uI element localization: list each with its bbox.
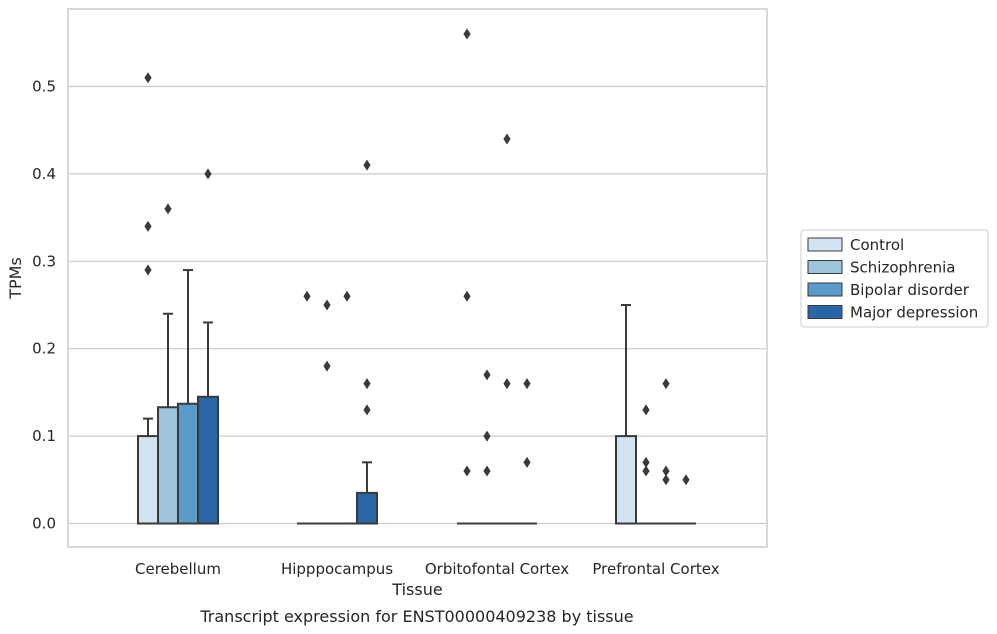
box-major-depression — [356, 461, 378, 525]
outlier-point — [682, 474, 690, 486]
plot-frame — [67, 8, 768, 548]
box-body — [615, 435, 637, 525]
box-body — [137, 435, 159, 525]
outlier-point — [662, 474, 670, 486]
outlier-point — [662, 378, 670, 390]
outlier-points — [144, 28, 690, 486]
legend-label: Major depression — [850, 304, 978, 322]
outlier-point — [463, 465, 471, 477]
box-body — [197, 395, 219, 525]
box-body — [177, 402, 199, 525]
box-bipolar-disorder — [177, 269, 199, 525]
chart-caption: Transcript expression for ENST0000040923… — [199, 607, 633, 626]
y-tick-label: 0.5 — [32, 78, 56, 96]
box-body — [356, 491, 378, 525]
outlier-point — [164, 203, 172, 215]
outlier-point — [303, 290, 311, 302]
box-schizophrenia — [157, 312, 179, 525]
outlier-point — [463, 290, 471, 302]
x-tick-label: Cerebellum — [135, 560, 221, 578]
x-tick-label: Hipppocampus — [281, 560, 393, 578]
x-tick-labels: Cerebellum Hipppocampus Orbitofontal Corte… — [135, 560, 720, 578]
outlier-point — [642, 456, 650, 468]
outlier-point — [483, 369, 491, 381]
legend-label: Schizophrenia — [850, 259, 955, 277]
outlier-point — [483, 430, 491, 442]
outlier-point — [662, 465, 670, 477]
box-control — [137, 417, 159, 525]
outlier-point — [503, 378, 511, 390]
x-tick-label: Prefrontal Cortex — [592, 560, 719, 578]
outlier-point — [144, 264, 152, 276]
legend-label: Control — [850, 236, 904, 254]
legend-swatch — [807, 305, 843, 319]
outlier-point — [523, 378, 531, 390]
legend-swatch — [807, 282, 843, 297]
legend: Control Schizophrenia Bipolar disorder Majo… — [800, 229, 989, 328]
y-tick-label: 0.3 — [32, 252, 56, 270]
boxes — [137, 269, 696, 525]
legend-swatch — [807, 260, 843, 274]
outlier-point — [523, 456, 531, 468]
legend-frame — [800, 229, 989, 328]
outlier-point — [363, 378, 371, 390]
outlier-point — [363, 404, 371, 416]
box-body — [157, 406, 179, 525]
outlier-point — [144, 220, 152, 232]
outlier-point — [503, 133, 511, 145]
outlier-point — [463, 28, 471, 40]
outlier-point — [642, 465, 650, 477]
y-tick-labels: 0.0 0.1 0.2 0.3 0.4 0.5 — [32, 78, 56, 533]
y-tick-label: 0.2 — [32, 340, 56, 358]
outlier-point — [204, 168, 212, 180]
x-axis-label: Tissue — [391, 580, 442, 599]
outlier-point — [363, 159, 371, 171]
y-tick-label: 0.4 — [32, 165, 56, 183]
outlier-point — [323, 360, 331, 372]
y-axis-label: TPMs — [6, 257, 25, 300]
y-tick-label: 0.1 — [32, 427, 56, 445]
legend-swatch — [807, 237, 843, 252]
x-tick-label: Orbitofontal Cortex — [425, 560, 569, 578]
y-tick-label: 0.0 — [32, 515, 56, 533]
outlier-point — [323, 299, 331, 311]
box-control — [615, 304, 637, 525]
outlier-point — [144, 72, 152, 84]
outlier-point — [483, 465, 491, 477]
legend-label: Bipolar disorder — [850, 281, 970, 299]
box-major-depression — [197, 321, 219, 525]
outlier-point — [642, 404, 650, 416]
outlier-point — [343, 290, 351, 302]
